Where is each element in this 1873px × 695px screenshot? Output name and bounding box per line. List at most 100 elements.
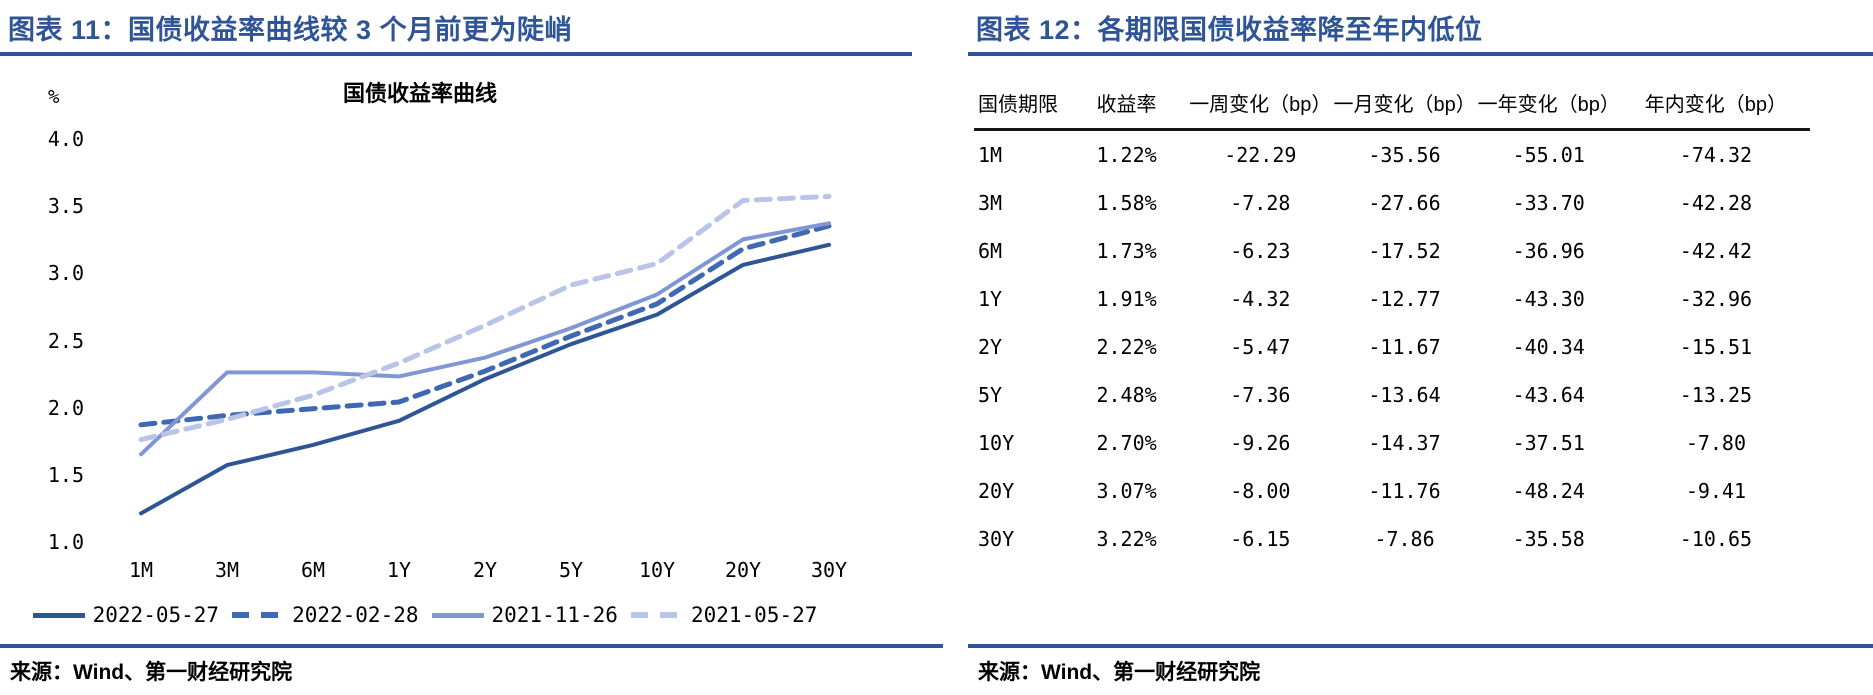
table-cell: 2Y [978, 335, 1003, 359]
table-row: 30Y 3.22% -6.15 -7.86 -35.58 -10.65 [974, 515, 1810, 563]
legend-label: 2021-05-27 [690, 603, 818, 627]
figure-11-title: 图表 11：国债收益率曲线较 3 个月前更为陡峭 [8, 15, 573, 45]
table-row: 1M 1.22% -22.29 -35.56 -55.01 -74.32 [974, 131, 1810, 179]
table-cell: -43.64 [1512, 383, 1585, 407]
table-header-row: 国债期限 收益率 一周变化（bp） 一月变化（bp） 一年变化（bp） 年内变化（bp） [974, 76, 1810, 131]
table-cell: -17.52 [1368, 239, 1441, 263]
table-cell: -48.24 [1512, 479, 1585, 503]
y-tick-label: 3.5 [47, 194, 84, 219]
table-cell: -35.56 [1368, 143, 1441, 167]
table-cell: 2.22% [1096, 335, 1157, 359]
x-tick-label: 1M [128, 558, 154, 582]
table-cell: -7.80 [1685, 431, 1747, 455]
figure-12-title: 图表 12：各期限国债收益率降至年内低位 [976, 15, 1483, 45]
y-tick-label: 4.0 [47, 127, 84, 151]
legend-item-2022-02-28: 2022-02-28 [232, 603, 419, 627]
solid-line-swatch [32, 612, 85, 618]
series-line-2022-05-27 [139, 242, 831, 516]
table-header-cell: 国债期限 [978, 93, 1058, 116]
table-cell: 1.58% [1096, 191, 1157, 215]
figure-12-title-rule [968, 52, 1873, 56]
table-cell: -9.41 [1685, 479, 1747, 503]
table-cell: 3.22% [1096, 527, 1157, 551]
table-row: 3M 1.58% -7.28 -27.66 -33.70 -42.28 [974, 179, 1810, 227]
table-cell: -37.51 [1512, 431, 1585, 455]
figure-12-source: 来源：Wind、第一财经研究院 [978, 661, 1261, 684]
table-cell: -11.67 [1368, 335, 1441, 359]
series-line-2021-05-27 [138, 193, 832, 443]
table-cell: -4.32 [1230, 287, 1291, 311]
table-cell: -7.28 [1230, 191, 1291, 215]
table-cell: -6.23 [1230, 239, 1291, 263]
table-cell: -9.26 [1230, 431, 1291, 455]
table-cell: -7.36 [1230, 383, 1291, 407]
table-row: 10Y 2.70% -9.26 -14.37 -37.51 -7.80 [974, 419, 1810, 467]
table-cell: -5.47 [1230, 335, 1291, 359]
table-cell: 1M [978, 143, 1003, 167]
table-cell: -7.86 [1374, 527, 1435, 551]
y-tick-label: 1.5 [47, 462, 84, 487]
table-cell: -14.37 [1368, 431, 1441, 455]
y-axis-unit-label: % [48, 86, 60, 108]
table-header-cell: 年内变化（bp） [1644, 93, 1788, 116]
figure-11-bottom-rule [0, 644, 943, 648]
x-tick-label: 20Y [724, 558, 762, 582]
table-cell: -42.28 [1679, 191, 1753, 215]
figure-11-title-rule [0, 52, 912, 56]
table-cell: -32.96 [1679, 287, 1753, 311]
table-cell: -42.42 [1679, 239, 1753, 263]
legend-item-2021-05-27: 2021-05-27 [630, 603, 818, 627]
table-cell: -33.70 [1512, 191, 1585, 215]
table-row: 5Y 2.48% -7.36 -13.64 -43.64 -13.25 [974, 371, 1810, 419]
table-cell: -11.76 [1368, 479, 1441, 503]
table-row: 2Y 2.22% -5.47 -11.67 -40.34 -15.51 [974, 323, 1810, 371]
table-cell: -35.58 [1512, 527, 1585, 551]
table-row: 6M 1.73% -6.23 -17.52 -36.96 -42.42 [974, 227, 1810, 275]
solid-line-swatch [431, 612, 484, 618]
table-header-cell: 一年变化（bp） [1477, 93, 1620, 116]
table-cell: 3M [978, 191, 1003, 215]
x-tick-label: 1Y [386, 558, 412, 582]
legend-label: 2022-02-28 [292, 603, 419, 627]
y-tick-label: 1.0 [47, 530, 84, 554]
x-tick-label: 3M [214, 558, 240, 582]
table-cell: 1.22% [1096, 143, 1157, 167]
series-line-2022-02-28 [138, 223, 832, 428]
yield-curve-chart [138, 193, 832, 516]
x-tick-label: 6M [300, 558, 326, 582]
table-cell: -6.15 [1230, 527, 1291, 551]
table-cell: 10Y [978, 431, 1015, 455]
table-row: 20Y 3.07% -8.00 -11.76 -48.24 -9.41 [974, 467, 1810, 515]
table-cell: 1.91% [1096, 287, 1157, 311]
figure-11-source: 来源：Wind、第一财经研究院 [10, 661, 293, 684]
dashed-line-swatch [232, 612, 285, 618]
table-cell: -15.51 [1679, 335, 1753, 359]
y-tick-label: 3.0 [47, 261, 84, 286]
table-cell: 20Y [978, 479, 1015, 503]
table-cell: 1Y [978, 287, 1003, 311]
table-cell: 2.48% [1096, 383, 1157, 407]
table-cell: -36.96 [1512, 239, 1585, 263]
table-cell: -74.32 [1679, 143, 1753, 167]
x-tick-label: 30Y [810, 558, 848, 582]
table-cell: -8.00 [1230, 479, 1291, 503]
table-cell: 1.73% [1096, 239, 1157, 263]
table-row: 1Y 1.91% -4.32 -12.77 -43.30 -32.96 [974, 275, 1810, 323]
legend-label: 2021-11-26 [491, 603, 618, 627]
table-cell: -22.29 [1224, 143, 1297, 167]
table-cell: 6M [978, 239, 1003, 263]
table-cell: -10.65 [1679, 527, 1753, 551]
x-tick-label: 5Y [558, 558, 584, 582]
table-cell: 30Y [978, 527, 1015, 551]
legend-label: 2022-05-27 [92, 603, 220, 627]
dashed-line-swatch [630, 612, 683, 618]
figure-12-bottom-rule [968, 644, 1873, 648]
chart-title: 国债收益率曲线 [342, 81, 497, 106]
table-cell: -13.64 [1368, 383, 1441, 407]
y-tick-label: 2.5 [47, 328, 84, 353]
series-line-2021-11-26 [139, 221, 831, 457]
x-tick-label: 2Y [472, 558, 498, 582]
yield-change-table: 国债期限 收益率 一周变化（bp） 一月变化（bp） 一年变化（bp） 年内变化（bp） 1… [974, 76, 1810, 563]
table-cell: 3.07% [1096, 479, 1157, 503]
